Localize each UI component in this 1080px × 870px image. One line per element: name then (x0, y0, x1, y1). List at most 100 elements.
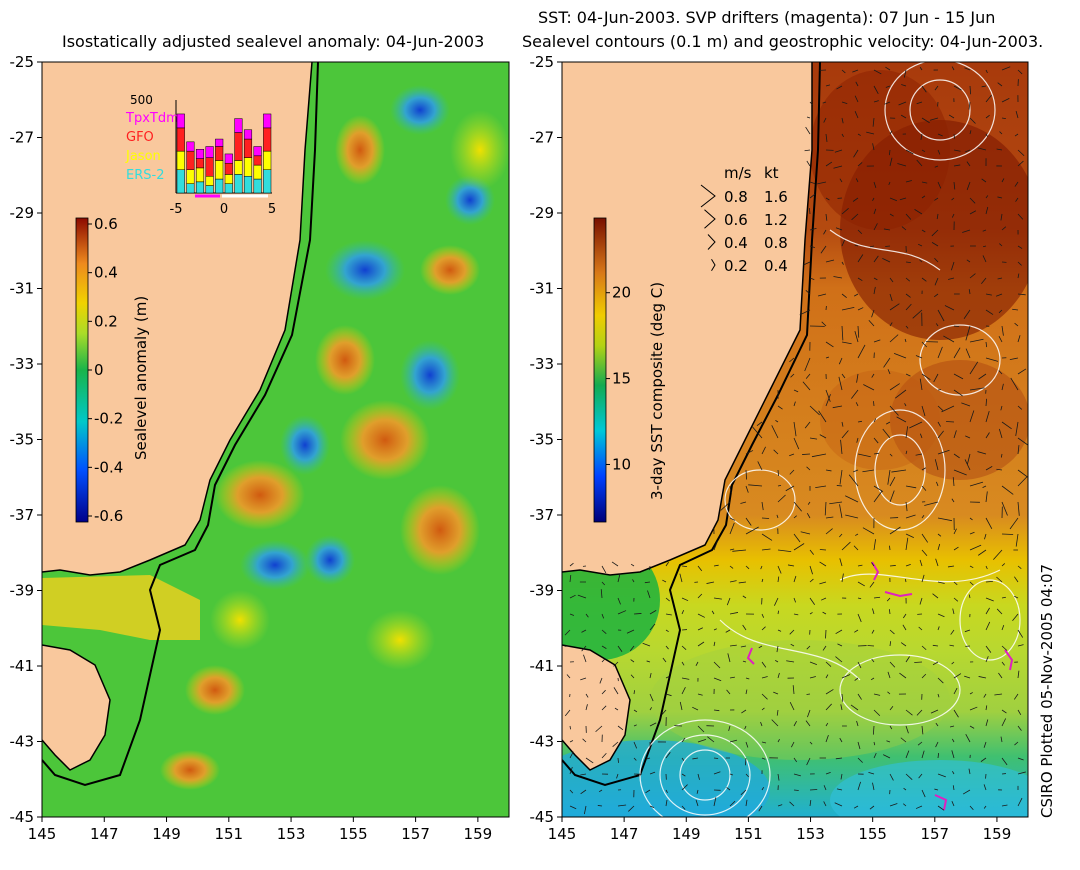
inset-bar-segment (263, 150, 272, 170)
inset-bar-segment (176, 169, 185, 194)
left-x-tick-label: 149 (152, 825, 181, 843)
inset-legend-jason: Jason (125, 149, 161, 164)
left-y-tick-label: -35 (10, 431, 35, 449)
left-y-tick-label: -45 (10, 808, 35, 826)
inset-legend-tpxtdm: TpxTdm (125, 111, 179, 126)
sealevel-colorbar-tick-label: 0.4 (94, 264, 118, 282)
sst-map (562, 62, 1028, 817)
speed-key: m/s kt 0.8 1.6 0.6 1.2 0.4 0.8 0.2 0.4 (700, 164, 788, 275)
left-y-tick-label: -43 (10, 733, 35, 751)
inset-bar-segment (234, 174, 243, 194)
sealevel-colorbar (75, 217, 89, 523)
inset-bar-segment (243, 129, 253, 140)
left-y-tick-label: -33 (10, 355, 35, 373)
inset-bar-segment (176, 150, 185, 170)
right-y-tick-label: -43 (530, 733, 555, 751)
inset-x-tick-label: -5 (170, 202, 183, 217)
right-x-tick-label: 159 (983, 825, 1012, 843)
left-y-tick-label: -27 (10, 129, 35, 147)
inset-bar-segment (224, 174, 233, 184)
sealevel-colorbar-tick-label: -0.6 (94, 507, 123, 525)
left-x-tick-label: 151 (214, 825, 243, 843)
left-x-tick-label: 155 (339, 825, 368, 843)
inset-bar-segment (234, 118, 243, 133)
sst-colorbar-label: 3-day SST composite (deg C) (648, 282, 666, 500)
inset-bar-segment (195, 149, 205, 159)
inset-bar-segment (195, 181, 205, 194)
speed-key-header-kt: kt (764, 164, 779, 182)
inset-bar-segment (253, 164, 262, 180)
inset-bar-segment (224, 162, 233, 175)
speed-key-arrow (700, 184, 716, 208)
right-x-tick-label: 149 (672, 825, 701, 843)
left-y-tick-label: -41 (10, 657, 35, 675)
inset-bar-segment (176, 127, 185, 152)
left-y-tick-label: -25 (10, 53, 35, 71)
sealevel-colorbar-tick-label: 0 (94, 361, 104, 379)
speed-key-ms-value: 0.6 (724, 211, 748, 229)
right-y-tick-label: -41 (530, 657, 555, 675)
right-y-tick-label: -31 (530, 280, 555, 298)
speed-key-kt-value: 0.4 (764, 257, 788, 275)
speed-key-header-ms: m/s (724, 164, 752, 182)
inset-bar-segment (224, 153, 233, 164)
inset-bar-segment (176, 113, 185, 129)
speed-key-arrow (704, 209, 716, 229)
credit-label: CSIRO Plotted 05-Nov-2005 04:07 (1038, 564, 1056, 818)
right-x-tick-label: 155 (858, 825, 887, 843)
inset-bar-segment (195, 167, 205, 183)
left-y-tick-label: -31 (10, 280, 35, 298)
inset-bar-segment (186, 183, 195, 194)
left-y-tick-label: -29 (10, 204, 35, 222)
inset-bar-segment (186, 150, 195, 170)
inset-bar-segment (186, 169, 195, 184)
speed-key-kt-value: 1.6 (764, 188, 788, 206)
right-y-tick-label: -39 (530, 582, 555, 600)
sst-colorbar-ticks: 20 15 10 (606, 284, 631, 473)
inset-bar-segment (224, 183, 233, 194)
inset-bar-segment (205, 157, 214, 177)
inset-bar-segment (205, 185, 214, 194)
left-x-tick-label: 159 (464, 825, 493, 843)
sealevel-colorbar-tick-label: -0.4 (94, 458, 123, 476)
inset-bar-segment (263, 127, 272, 152)
inset-bar-segment (243, 138, 253, 158)
inset-legend-gfo: GFO (126, 130, 154, 145)
right-x-tick-label: 157 (920, 825, 949, 843)
right-panel-title-line2: Sealevel contours (0.1 m) and geostrophi… (522, 32, 1044, 51)
inset-bar-segment (243, 176, 253, 194)
inset-bar-segment (215, 178, 224, 194)
inset-bar-segment (186, 141, 195, 152)
speed-key-ms-value: 0.4 (724, 234, 748, 252)
right-x-tick-label: 153 (796, 825, 825, 843)
inset-bar-segment (215, 138, 224, 147)
sst-colorbar-tick-label: 10 (612, 455, 631, 473)
inset-bar-segment (195, 158, 205, 169)
inset-bar-segment (263, 169, 272, 194)
inset-bar-segment (253, 146, 262, 157)
inset-bar-segment (243, 157, 253, 177)
inset-bar-segment (234, 132, 243, 161)
sealevel-colorbar-tick-label: -0.2 (94, 410, 123, 428)
right-y-tick-label: -45 (530, 808, 555, 826)
right-y-tick-label: -29 (530, 204, 555, 222)
speed-key-arrow (711, 258, 716, 272)
right-panel-title-line1: SST: 04-Jun-2003. SVP drifters (magenta)… (538, 8, 996, 27)
inset-bar-segment (205, 146, 214, 158)
inset-bar-segment (234, 160, 243, 175)
sealevel-colorbar-tick-label: 0.6 (94, 215, 118, 233)
right-y-tick-label: -25 (530, 53, 555, 71)
left-x-tick-label: 145 (28, 825, 57, 843)
left-y-tick-label: -39 (10, 582, 35, 600)
sst-colorbar-tick-label: 15 (612, 370, 631, 388)
speed-key-ms-value: 0.2 (724, 257, 748, 275)
inset-max-label: 500 (130, 93, 153, 107)
left-x-tick-label: 147 (90, 825, 119, 843)
inset-bar-segment (215, 160, 224, 180)
right-x-tick-label: 145 (548, 825, 577, 843)
sst-colorbar (593, 217, 607, 523)
inset-bar-segment (205, 176, 214, 186)
inset-bar-segment (263, 113, 272, 129)
right-x-tick-label: 151 (734, 825, 763, 843)
